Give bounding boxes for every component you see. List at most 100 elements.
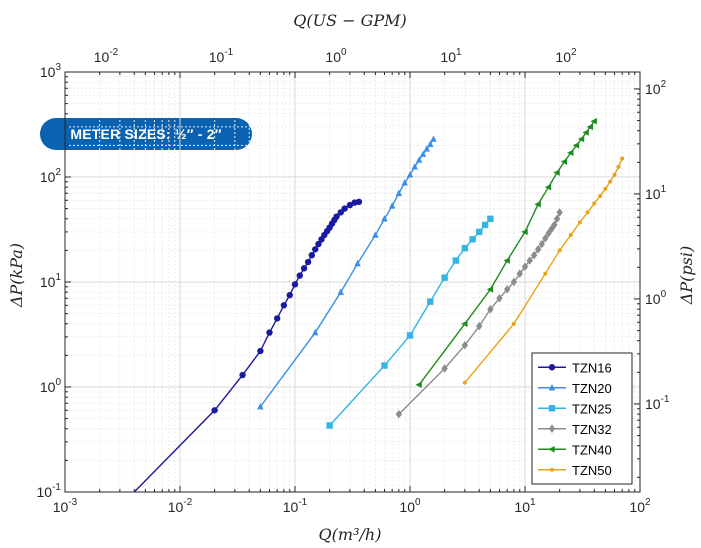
data-point-tzn40 bbox=[590, 117, 597, 125]
data-point-tzn50 bbox=[557, 248, 562, 253]
series-line-tzn50 bbox=[464, 158, 623, 384]
data-point-tzn40 bbox=[503, 257, 510, 264]
data-point-tzn50 bbox=[620, 156, 625, 161]
series-line-tzn16 bbox=[133, 201, 360, 493]
data-point-tzn40 bbox=[586, 123, 594, 131]
y2-tick-label: 10-1 bbox=[645, 394, 670, 412]
data-point-tzn50 bbox=[598, 193, 603, 198]
y-tick-label: 10-1 bbox=[37, 482, 62, 500]
axis-ticks bbox=[64, 71, 641, 493]
data-point-tzn20 bbox=[415, 156, 423, 163]
data-point-tzn40 bbox=[567, 149, 574, 157]
data-point-tzn32 bbox=[545, 229, 552, 238]
data-point-tzn20 bbox=[372, 231, 379, 238]
legend-swatch-marker bbox=[548, 424, 556, 433]
meter-sizes-badge: METER SIZES: ½″ - 2″ bbox=[40, 118, 252, 150]
y-tick-label: 100 bbox=[40, 377, 62, 395]
data-point-tzn32 bbox=[487, 305, 494, 314]
x-tick-label: 10-1 bbox=[283, 497, 308, 515]
data-point-tzn16 bbox=[280, 302, 288, 309]
data-point-tzn25 bbox=[427, 298, 434, 305]
data-point-tzn25 bbox=[481, 221, 489, 229]
y-tick-label: 101 bbox=[40, 272, 62, 290]
data-point-tzn40 bbox=[572, 142, 580, 149]
x-tick-label: 100 bbox=[399, 497, 421, 515]
data-point-tzn40 bbox=[534, 201, 541, 208]
x2-tick-label: 100 bbox=[325, 47, 347, 65]
legend-swatch-marker bbox=[548, 364, 556, 371]
data-point-tzn50 bbox=[577, 220, 582, 225]
data-point-tzn40 bbox=[560, 158, 568, 165]
data-point-tzn32 bbox=[461, 341, 469, 350]
x2-tick-label: 102 bbox=[555, 47, 577, 65]
data-point-tzn32 bbox=[395, 410, 403, 419]
data-point-tzn25 bbox=[476, 228, 483, 236]
data-point-tzn20 bbox=[419, 150, 427, 157]
data-point-tzn20 bbox=[401, 179, 408, 186]
x2-tick-label: 10-1 bbox=[209, 47, 234, 65]
data-point-tzn16 bbox=[346, 201, 354, 209]
data-point-tzn16 bbox=[291, 281, 299, 288]
y-axis-title: ΔP(kPa) bbox=[7, 243, 26, 308]
data-point-tzn40 bbox=[486, 286, 494, 293]
legend-label: TZN25 bbox=[572, 401, 612, 416]
data-point-tzn16 bbox=[257, 347, 264, 355]
series-tzn50 bbox=[462, 156, 625, 385]
y-tick-label: 102 bbox=[40, 167, 62, 185]
data-point-tzn32 bbox=[542, 234, 549, 243]
legend-swatch-marker bbox=[548, 405, 556, 412]
data-point-tzn16 bbox=[341, 205, 348, 212]
data-point-tzn20 bbox=[423, 145, 431, 152]
data-point-tzn50 bbox=[585, 210, 590, 215]
data-point-tzn16 bbox=[308, 251, 316, 259]
series-tzn25 bbox=[326, 215, 494, 429]
data-point-tzn20 bbox=[257, 402, 264, 410]
data-point-tzn25 bbox=[326, 422, 333, 429]
data-point-tzn40 bbox=[521, 228, 528, 236]
y2-axis-title: ΔP(psi) bbox=[677, 246, 696, 305]
data-point-tzn32 bbox=[521, 262, 529, 271]
data-point-tzn25 bbox=[487, 215, 494, 222]
data-point-tzn40 bbox=[577, 135, 585, 143]
data-point-tzn50 bbox=[543, 271, 548, 276]
tick-labels: 10-3 10-2 10-1 100 101 102 10-2 10-1 100 101 102 10… bbox=[37, 47, 670, 515]
data-point-tzn50 bbox=[616, 164, 621, 169]
data-point-tzn16 bbox=[355, 198, 363, 206]
legend-label: TZN16 bbox=[572, 360, 612, 375]
data-point-tzn32 bbox=[441, 364, 448, 373]
legend-swatch-marker bbox=[548, 446, 555, 453]
legend-box bbox=[531, 352, 633, 485]
data-point-tzn20 bbox=[337, 288, 344, 295]
data-point-tzn20 bbox=[411, 163, 418, 170]
x-tick-label: 10-3 bbox=[53, 497, 78, 515]
series-line-tzn40 bbox=[418, 120, 595, 386]
data-point-tzn16 bbox=[266, 329, 273, 336]
data-point-tzn16 bbox=[211, 407, 218, 414]
data-point-tzn16 bbox=[333, 213, 340, 220]
data-point-tzn16 bbox=[296, 272, 303, 279]
data-point-tzn32 bbox=[516, 269, 523, 278]
data-point-tzn32 bbox=[510, 277, 518, 287]
data-point-tzn40 bbox=[582, 129, 589, 136]
data-point-tzn20 bbox=[427, 140, 434, 147]
data-point-tzn50 bbox=[612, 172, 617, 177]
data-point-tzn25 bbox=[469, 236, 476, 243]
x-tick-label: 101 bbox=[514, 497, 536, 515]
data-point-tzn25 bbox=[406, 332, 414, 339]
data-point-tzn50 bbox=[462, 380, 467, 385]
data-point-tzn20 bbox=[406, 171, 414, 178]
series-tzn20 bbox=[257, 135, 437, 410]
data-point-tzn32 bbox=[556, 208, 563, 217]
x-axis-title: Q(m³/h) bbox=[319, 525, 382, 544]
data-point-tzn50 bbox=[608, 179, 613, 184]
data-point-tzn32 bbox=[534, 245, 542, 254]
legend-label: TZN20 bbox=[572, 381, 612, 396]
series-tzn32 bbox=[395, 208, 563, 419]
data-point-tzn32 bbox=[496, 294, 503, 303]
y2-tick-label: 101 bbox=[645, 184, 667, 202]
series-line-tzn20 bbox=[259, 138, 435, 408]
data-point-tzn32 bbox=[538, 239, 546, 249]
legend-label: TZN40 bbox=[572, 442, 612, 457]
data-point-tzn40 bbox=[544, 183, 552, 191]
